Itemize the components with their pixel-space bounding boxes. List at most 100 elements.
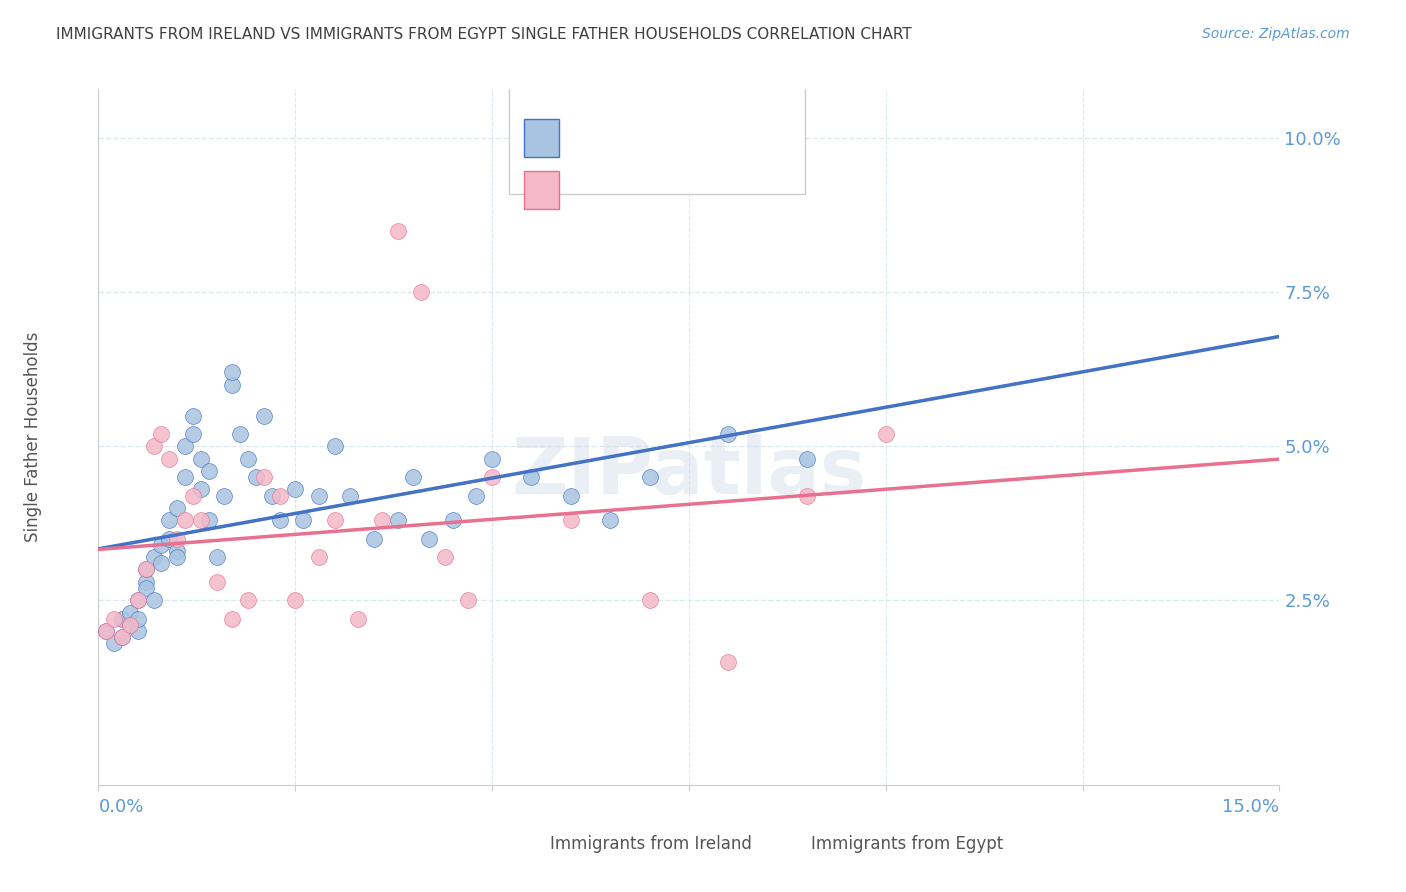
Point [875, 427, 897, 442]
Point [457, 593, 479, 607]
Point [103, 612, 125, 626]
Point [190, 513, 212, 527]
Point [796, 489, 818, 503]
FancyBboxPatch shape [766, 829, 799, 860]
Point [174, 439, 197, 453]
Point [638, 593, 661, 607]
Point [308, 550, 330, 565]
Point [118, 618, 141, 632]
Point [269, 513, 291, 527]
Point [229, 427, 252, 442]
Text: IMMIGRANTS FROM IRELAND VS IMMIGRANTS FROM EGYPT SINGLE FATHER HOUSEHOLDS CORREL: IMMIGRANTS FROM IRELAND VS IMMIGRANTS FR… [56, 27, 912, 42]
Point [418, 532, 440, 546]
FancyBboxPatch shape [509, 86, 804, 194]
Point [796, 451, 818, 466]
Point [166, 500, 188, 515]
Point [127, 612, 149, 626]
Point [245, 470, 267, 484]
Point [402, 470, 425, 484]
Point [214, 489, 236, 503]
Point [323, 513, 346, 527]
Text: N = 57: N = 57 [713, 123, 780, 141]
Point [292, 513, 315, 527]
Point [433, 550, 456, 565]
Point [190, 483, 212, 497]
Point [717, 427, 740, 442]
Point [260, 489, 283, 503]
Point [221, 612, 243, 626]
Text: Immigrants from Egypt: Immigrants from Egypt [811, 835, 1002, 853]
Point [174, 513, 197, 527]
Point [118, 606, 141, 620]
Point [221, 377, 243, 392]
Point [387, 224, 409, 238]
Point [560, 489, 582, 503]
Point [157, 513, 180, 527]
Point [135, 562, 157, 576]
Point [135, 562, 157, 576]
FancyBboxPatch shape [523, 119, 560, 157]
Point [284, 593, 307, 607]
Point [411, 285, 433, 300]
Text: R = 0.406: R = 0.406 [575, 176, 665, 194]
Point [205, 574, 228, 589]
Point [308, 489, 330, 503]
Text: N = 33: N = 33 [713, 176, 780, 194]
Text: Single Father Households: Single Father Households [24, 332, 42, 542]
Point [181, 489, 204, 503]
Text: 15.0%: 15.0% [1222, 798, 1279, 816]
Point [205, 550, 228, 565]
Point [127, 624, 149, 638]
Point [481, 451, 503, 466]
Point [157, 451, 180, 466]
Point [166, 532, 188, 546]
Text: Source: ZipAtlas.com: Source: ZipAtlas.com [1202, 27, 1350, 41]
Point [96, 624, 118, 638]
Point [150, 427, 173, 442]
Point [560, 513, 582, 527]
Point [197, 464, 219, 478]
Point [142, 550, 165, 565]
Point [599, 513, 621, 527]
Point [142, 593, 165, 607]
Point [284, 483, 307, 497]
Point [717, 655, 740, 669]
Point [96, 624, 118, 638]
Point [638, 470, 661, 484]
Point [111, 630, 134, 644]
Point [111, 612, 134, 626]
Point [127, 593, 149, 607]
Point [150, 557, 173, 571]
Point [236, 451, 259, 466]
Point [181, 427, 204, 442]
Text: R = 0.365: R = 0.365 [575, 123, 666, 141]
FancyBboxPatch shape [506, 829, 538, 860]
Point [166, 550, 188, 565]
Point [236, 593, 259, 607]
Point [150, 538, 173, 552]
Point [323, 439, 346, 453]
Point [387, 513, 409, 527]
Point [118, 618, 141, 632]
Point [253, 409, 276, 423]
Point [142, 439, 165, 453]
Point [135, 574, 157, 589]
Point [157, 532, 180, 546]
Point [111, 630, 134, 644]
Text: Immigrants from Ireland: Immigrants from Ireland [550, 835, 751, 853]
Point [135, 581, 157, 595]
Point [174, 470, 197, 484]
Point [190, 451, 212, 466]
Point [441, 513, 464, 527]
Point [181, 409, 204, 423]
Point [127, 593, 149, 607]
Point [339, 489, 361, 503]
Point [103, 636, 125, 650]
Point [347, 612, 370, 626]
Text: 0.0%: 0.0% [98, 798, 143, 816]
Point [371, 513, 394, 527]
Point [481, 470, 503, 484]
Point [465, 489, 488, 503]
Point [269, 489, 291, 503]
Text: ZIPatlas: ZIPatlas [512, 434, 866, 510]
